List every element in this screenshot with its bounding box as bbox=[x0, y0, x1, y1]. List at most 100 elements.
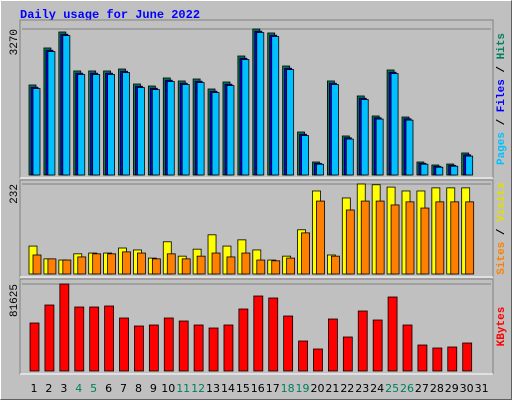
bar bbox=[223, 324, 234, 372]
x-tick-label: 6 bbox=[105, 382, 112, 395]
y-tick-label: 81625 bbox=[9, 284, 21, 317]
bar bbox=[151, 89, 160, 176]
bar bbox=[32, 254, 42, 275]
x-tick-label: 30 bbox=[460, 382, 474, 395]
bar bbox=[316, 200, 325, 275]
chart-title: Daily usage for June 2022 bbox=[20, 8, 200, 22]
bar bbox=[465, 155, 474, 176]
bar bbox=[47, 258, 57, 275]
bar bbox=[181, 84, 190, 176]
x-tick-label: 13 bbox=[206, 382, 220, 395]
x-tick-label: 17 bbox=[266, 382, 280, 395]
bar bbox=[77, 74, 86, 176]
bar bbox=[405, 201, 415, 275]
bar bbox=[286, 69, 295, 176]
bar bbox=[256, 32, 265, 176]
x-tick-label: 4 bbox=[75, 382, 82, 395]
bar bbox=[301, 135, 309, 176]
axis-label-part: Files bbox=[496, 79, 508, 112]
bar bbox=[435, 201, 445, 275]
bar bbox=[241, 252, 251, 275]
bar bbox=[29, 322, 40, 372]
axis-label-part: / bbox=[496, 112, 508, 132]
bar bbox=[208, 327, 219, 372]
bar bbox=[390, 204, 400, 275]
bar bbox=[253, 295, 264, 372]
bar bbox=[59, 283, 70, 372]
x-tick-label: 29 bbox=[445, 382, 459, 395]
bar bbox=[271, 260, 281, 275]
x-tick-label: 10 bbox=[161, 382, 175, 395]
bar bbox=[420, 163, 429, 176]
bar bbox=[122, 72, 130, 176]
bar bbox=[47, 51, 56, 176]
bar bbox=[256, 259, 266, 275]
bar bbox=[77, 256, 87, 275]
bar bbox=[92, 253, 102, 275]
bar bbox=[151, 258, 161, 275]
bar bbox=[196, 255, 206, 275]
bar bbox=[104, 305, 114, 372]
bar bbox=[196, 82, 205, 176]
bar bbox=[62, 259, 72, 275]
x-tick-label: 1 bbox=[31, 382, 38, 395]
axis-label-part: Pages bbox=[496, 132, 508, 165]
axis-label-part: Sites bbox=[496, 242, 508, 275]
bar bbox=[327, 318, 338, 372]
bar bbox=[462, 342, 473, 372]
bar bbox=[178, 320, 189, 372]
bar bbox=[107, 74, 115, 176]
bar bbox=[148, 324, 159, 372]
bar bbox=[134, 325, 144, 372]
bar bbox=[268, 297, 279, 372]
bar bbox=[313, 348, 323, 372]
x-tick-label: 5 bbox=[90, 382, 97, 395]
bar bbox=[420, 207, 430, 275]
bar bbox=[137, 87, 145, 176]
bar bbox=[465, 201, 475, 275]
bar bbox=[226, 256, 236, 275]
x-tick-label: 31 bbox=[475, 382, 489, 395]
bar bbox=[137, 252, 146, 275]
bar bbox=[432, 347, 443, 372]
bar bbox=[435, 166, 444, 176]
bar bbox=[74, 306, 85, 372]
bar bbox=[119, 317, 129, 372]
bar bbox=[357, 310, 368, 372]
x-tick-label: 14 bbox=[221, 382, 235, 395]
x-tick-label: 26 bbox=[400, 382, 414, 395]
bar bbox=[193, 324, 204, 372]
x-tick-label: 11 bbox=[176, 382, 190, 395]
x-tick-label: 8 bbox=[135, 382, 142, 395]
bar bbox=[241, 59, 250, 176]
axis-label-part: / bbox=[496, 222, 508, 242]
bar bbox=[301, 232, 310, 275]
bar bbox=[342, 336, 353, 372]
x-tick-label: 15 bbox=[236, 382, 250, 395]
x-tick-label: 12 bbox=[191, 382, 205, 395]
bar bbox=[316, 163, 324, 176]
x-tick-label: 19 bbox=[296, 382, 310, 395]
bar bbox=[283, 315, 294, 372]
bar bbox=[211, 92, 220, 176]
x-tick-label: 18 bbox=[281, 382, 295, 395]
x-tick-label: 9 bbox=[150, 382, 157, 395]
bar bbox=[166, 253, 176, 275]
bar bbox=[372, 319, 383, 372]
bar bbox=[286, 257, 296, 275]
bar bbox=[360, 99, 369, 176]
axis-label-part: Hits bbox=[496, 33, 508, 59]
bar bbox=[345, 209, 355, 275]
x-tick-label: 2 bbox=[45, 382, 52, 395]
bar bbox=[226, 85, 235, 176]
bar bbox=[360, 200, 370, 275]
bar bbox=[107, 253, 116, 275]
bar bbox=[450, 165, 459, 176]
bar bbox=[181, 258, 191, 275]
axis-label: KBytes bbox=[496, 307, 508, 347]
x-tick-label: 21 bbox=[325, 382, 339, 395]
axis-label-part: / bbox=[496, 59, 508, 79]
y-tick-label: 3270 bbox=[9, 29, 21, 55]
